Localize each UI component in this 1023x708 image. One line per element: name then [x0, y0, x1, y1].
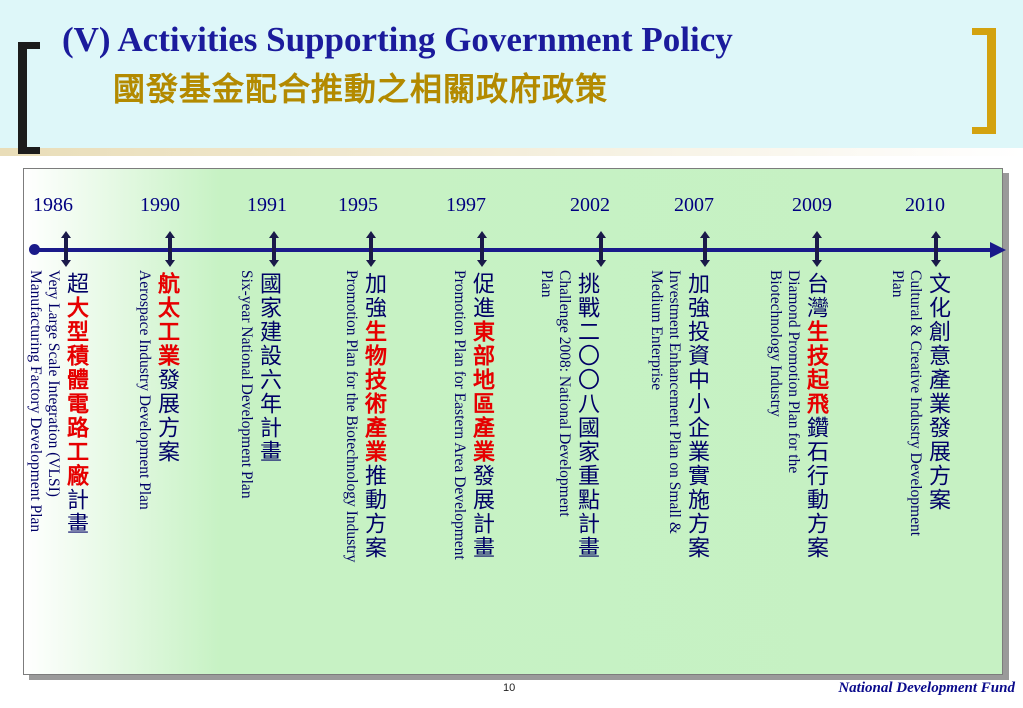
footer-brand: National Development Fund [838, 680, 1015, 696]
plan-text-segment: 發展計畫 [469, 464, 494, 560]
timeline-arrowhead [990, 242, 1006, 258]
left-bracket-decoration [18, 42, 40, 154]
plan-text-segment: 加強 [361, 272, 386, 320]
plan-text-segment: 文化創意產業發展方案 [925, 272, 950, 512]
timeline-start-dot [29, 244, 40, 255]
plan-text-segment: 挑戰二〇〇八國家重點計畫 [574, 272, 599, 560]
timeline-year-1990: 1990 [140, 194, 180, 216]
header-divider [0, 148, 1023, 156]
timeline-year-2002: 2002 [570, 194, 610, 216]
timeline-plan-entry: 航太工業發展方案 Aerospace Industry Development P… [135, 270, 179, 510]
plan-name-english: Six-year National Development Plan [238, 270, 255, 499]
timeline-plan-entry: 加強生物技術產業推動方案 Promotion Plan for the Biote… [342, 270, 386, 562]
plan-name-chinese: 挑戰二〇〇八國家重點計畫 [573, 272, 599, 560]
timeline-plan-entry: 台灣生技起飛鑽石行動方案 Diamond Promotion Plan for t… [766, 270, 828, 560]
timeline-marker [596, 231, 606, 267]
plan-name-english: Promotion Plan for Eastern Area Developm… [451, 270, 468, 560]
page-number: 10 [503, 682, 516, 694]
timeline-marker [931, 231, 941, 267]
timeline-marker [61, 231, 71, 267]
plan-name-english: Promotion Plan for the Biotechnology Ind… [343, 270, 360, 563]
plan-text-segment: 台灣 [803, 272, 828, 320]
highlighted-industry-text: 大型積體電路工廠 [63, 296, 88, 488]
timeline-plan-entry: 加強投資中小企業實施方案 Investment Enhancement Plan … [647, 270, 709, 560]
highlighted-industry-text: 航太工業 [154, 272, 179, 368]
timeline-year-2010: 2010 [905, 194, 945, 216]
timeline-year-1995: 1995 [338, 194, 378, 216]
timeline-marker [165, 231, 175, 267]
plan-name-chinese: 航太工業發展方案 [153, 272, 179, 464]
plan-name-chinese: 台灣生技起飛鑽石行動方案 [802, 272, 828, 560]
plan-name-english: Aerospace Industry Development Plan [136, 270, 153, 510]
plan-text-segment: 加強投資中小企業實施方案 [684, 272, 709, 560]
highlighted-industry-text: 東部地區產業 [469, 320, 494, 464]
timeline-marker [366, 231, 376, 267]
plan-name-english: Investment Enhancement Plan on Small & M… [648, 270, 683, 534]
plan-text-segment: 促進 [469, 272, 494, 320]
plan-text-segment: 發展方案 [154, 368, 179, 464]
plan-text-segment: 推動方案 [361, 464, 386, 560]
timeline-axis [34, 248, 994, 252]
timeline-year-2007: 2007 [674, 194, 714, 216]
highlighted-industry-text: 生技起飛 [803, 320, 828, 416]
timeline-plan-entry: 挑戰二〇〇八國家重點計畫 Challenge 2008: National Dev… [537, 270, 599, 560]
timeline-year-2009: 2009 [792, 194, 832, 216]
timeline-plan-entry: 文化創意產業發展方案 Cultural & Creative Industry D… [888, 270, 950, 536]
timeline-plan-entry: 促進東部地區產業發展計畫 Promotion Plan for Eastern A… [450, 270, 494, 560]
plan-text-segment: 超 [63, 272, 88, 296]
header-band [0, 0, 1023, 155]
plan-name-chinese: 文化創意產業發展方案 [924, 272, 950, 512]
timeline-year-1986: 1986 [33, 194, 73, 216]
plan-name-chinese: 促進東部地區產業發展計畫 [468, 272, 494, 560]
slide-title-english: (V) Activities Supporting Government Pol… [62, 20, 733, 59]
slide-title-chinese: 國發基金配合推動之相關政府政策 [113, 70, 609, 108]
plan-text-segment: 鑽石行動方案 [803, 416, 828, 560]
plan-name-chinese: 國家建設六年計畫 [255, 272, 281, 464]
timeline-marker [269, 231, 279, 267]
highlighted-industry-text: 生物技術產業 [361, 320, 386, 464]
plan-name-chinese: 超大型積體電路工廠計畫 [62, 272, 88, 536]
timeline-marker [700, 231, 710, 267]
timeline-year-1997: 1997 [446, 194, 486, 216]
timeline-marker [812, 231, 822, 267]
timeline-plan-entry: 超大型積體電路工廠計畫 Very Large Scale Integration … [26, 270, 88, 536]
plan-name-english: Very Large Scale Integration (VLSI) Manu… [27, 270, 62, 533]
timeline-marker [477, 231, 487, 267]
timeline-plan-entry: 國家建設六年計畫 Six-year National Development Pl… [237, 270, 281, 499]
plan-name-english: Diamond Promotion Plan for the Biotechno… [767, 270, 802, 474]
plan-text-segment: 計畫 [63, 488, 88, 536]
plan-name-english: Cultural & Creative Industry Development… [889, 270, 924, 537]
timeline-panel [23, 168, 1003, 675]
plan-name-chinese: 加強生物技術產業推動方案 [360, 272, 386, 560]
plan-text-segment: 國家建設六年計畫 [256, 272, 281, 464]
plan-name-english: Challenge 2008: National Development Pla… [538, 270, 573, 517]
right-bracket-decoration [972, 28, 996, 134]
timeline-year-1991: 1991 [247, 194, 287, 216]
plan-name-chinese: 加強投資中小企業實施方案 [683, 272, 709, 560]
